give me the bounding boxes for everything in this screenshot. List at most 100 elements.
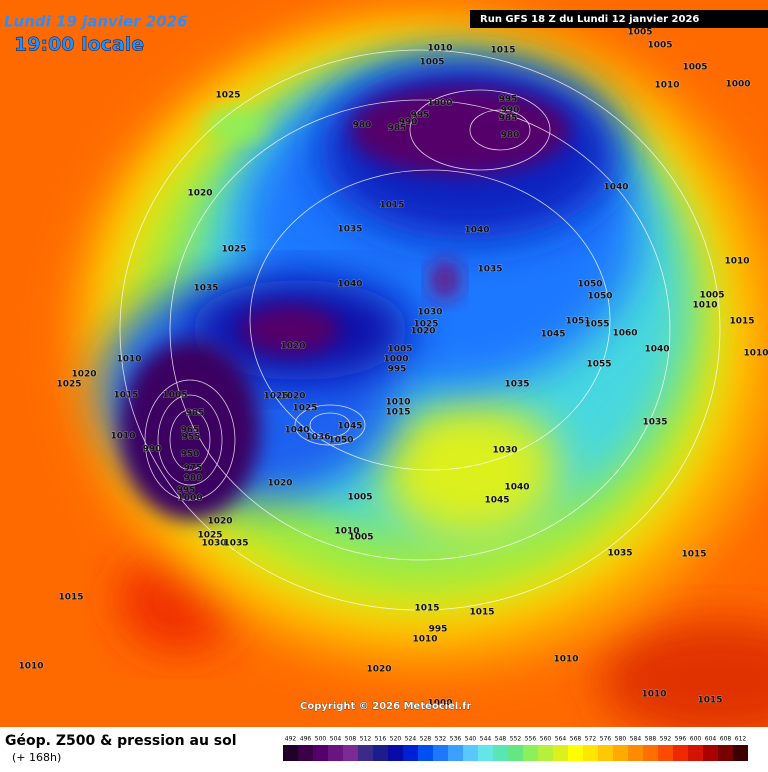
- colorbar-cell: [388, 745, 403, 761]
- isobar-label: 1040: [284, 426, 309, 436]
- isobar-label: 990: [399, 118, 418, 128]
- isobar-label: 1015: [58, 593, 83, 603]
- colorbar-label: 504: [330, 736, 342, 743]
- colorbar-label: 596: [675, 736, 687, 743]
- isobar-label: 1010: [654, 81, 679, 91]
- isobar-label: 1015: [729, 317, 754, 327]
- isobar-label: 1050: [577, 280, 602, 290]
- copyright: Copyright © 2026 Meteociel.fr: [300, 701, 471, 712]
- isobar-label: 965: [181, 426, 200, 436]
- colorbar-label: 588: [645, 736, 657, 743]
- colorbar-label: 600: [690, 736, 702, 743]
- isobar-label: 985: [388, 124, 407, 134]
- isobar-label: 1000: [427, 99, 452, 109]
- colorbar-label: 512: [360, 736, 372, 743]
- footer-title: Géop. Z500 & pression au sol: [5, 733, 237, 749]
- colorbar-label: 604: [705, 736, 717, 743]
- isobar-label: 1010: [553, 655, 578, 665]
- isobar-label: 1015: [379, 201, 404, 211]
- colorbar-cell: [508, 745, 523, 761]
- isobar-label: 1005: [699, 291, 724, 301]
- isobar-label: 1035: [337, 225, 362, 235]
- colorbar: 492 496 500 504 508 512 516 520 524 528 532 536 540 5…: [283, 736, 748, 761]
- isobar-label: 985: [499, 114, 518, 124]
- isobar-label: 1020: [366, 665, 391, 675]
- isobar-label: 1005: [348, 533, 373, 543]
- colorbar-label: 492: [285, 736, 297, 743]
- isobar-label: 1055: [584, 320, 609, 330]
- isobar-label: 1010: [724, 257, 749, 267]
- isobar-label: 1055: [586, 360, 611, 370]
- isobar-label: 1035: [607, 549, 632, 559]
- colorbar-label: 532: [435, 736, 447, 743]
- isobar-label: 1005: [387, 345, 412, 355]
- colorbar-label: 536: [450, 736, 462, 743]
- isobar-label: 1015: [469, 608, 494, 618]
- isobar-label: 1025: [292, 404, 317, 414]
- colorbar-cell: [313, 745, 328, 761]
- colorbar-cell: [688, 745, 703, 761]
- isobar-label: 1020: [187, 189, 212, 199]
- isobar-label: 1000: [177, 494, 202, 504]
- colorbar-cell: [703, 745, 718, 761]
- isobar-label: 1025: [413, 320, 438, 330]
- isobar-label: 950: [181, 450, 200, 460]
- isobar-label: 985: [186, 409, 205, 419]
- isobar-label: 955: [182, 433, 201, 443]
- isobar-label: 1000: [427, 699, 452, 709]
- colorbar-cell: [658, 745, 673, 761]
- isobar-label: 995: [411, 111, 430, 121]
- isobar-label: 1036: [305, 433, 330, 443]
- field: [0, 0, 768, 740]
- isobar-label: 1015: [385, 408, 410, 418]
- isobar-label: 990: [143, 445, 162, 455]
- isobar-label: 1035: [477, 265, 502, 275]
- colorbar-label: 544: [480, 736, 492, 743]
- colorbar-label: 608: [720, 736, 732, 743]
- time: 19:00 locale: [14, 34, 144, 56]
- isobar-label: 1040: [644, 345, 669, 355]
- isobar-label: 1050: [328, 436, 353, 446]
- isobar-label: 1010: [692, 301, 717, 311]
- isobar-label: 1040: [337, 280, 362, 290]
- isobar-label: 1020: [410, 327, 435, 337]
- colorbar-cell: [568, 745, 583, 761]
- isobar-label: 975: [184, 464, 203, 474]
- colorbar-cell: [523, 745, 538, 761]
- colorbar-label: 576: [600, 736, 612, 743]
- colorbar-cell: [673, 745, 688, 761]
- colorbar-cell: [358, 745, 373, 761]
- isobar-label: 1010: [412, 635, 437, 645]
- isobar-label: 1060: [612, 329, 637, 339]
- isobar-label: 1020: [267, 479, 292, 489]
- isobar-label: 995: [388, 365, 407, 375]
- isobar-label: 995: [429, 625, 448, 635]
- run-banner: [470, 10, 768, 28]
- isobar-label: 1025: [56, 380, 81, 390]
- isobar-label: 1005: [627, 28, 652, 38]
- isobar-label: 1030: [201, 539, 226, 549]
- colorbar-cell: [403, 745, 418, 761]
- colorbar-cell: [733, 745, 748, 761]
- colorbar-cell: [493, 745, 508, 761]
- colorbar-cell: [283, 745, 298, 761]
- isobar-label: 1005: [419, 58, 444, 68]
- isobar-label: 1035: [642, 418, 667, 428]
- isobar-label: 1030: [492, 446, 517, 456]
- isobar-label: 1025: [263, 392, 288, 402]
- isobar-label: 1010: [385, 398, 410, 408]
- isobar-label: 1040: [504, 483, 529, 493]
- isobar-label: 1040: [603, 183, 628, 193]
- isobar-label: 1035: [223, 539, 248, 549]
- colorbar-label: 564: [555, 736, 567, 743]
- colorbar-label: 508: [345, 736, 357, 743]
- isobar-label: 1005: [347, 493, 372, 503]
- colorbar-cell: [463, 745, 478, 761]
- isobar-label: 980: [184, 474, 203, 484]
- isobar-label: 1030: [417, 308, 442, 318]
- isobar-label: 995: [499, 95, 518, 105]
- isobar-label: 1035: [504, 380, 529, 390]
- isobar-label: 1010: [427, 44, 452, 54]
